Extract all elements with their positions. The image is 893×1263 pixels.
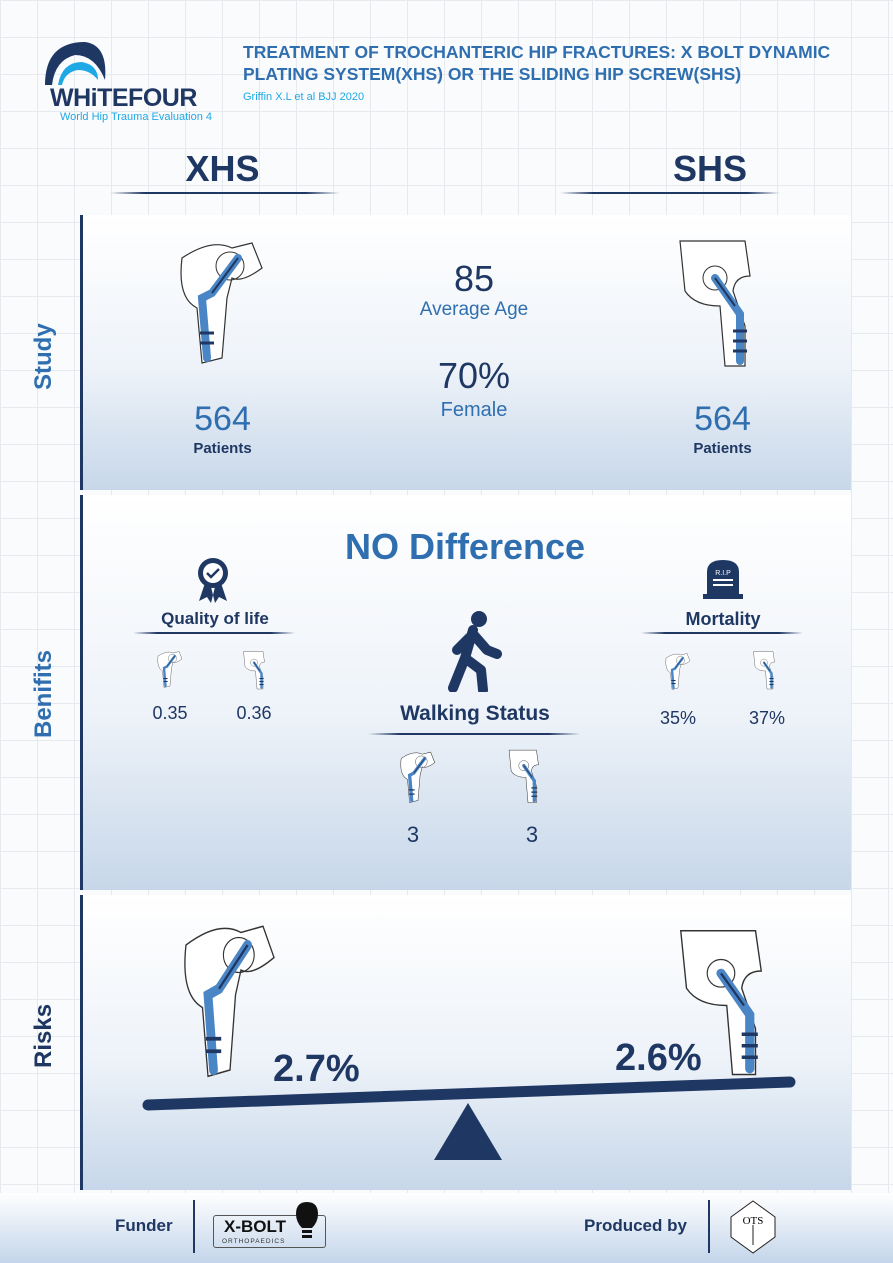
average-age-value: 85 xyxy=(453,258,495,299)
xhs-patients-label: Patients xyxy=(193,440,252,457)
column-xhs: XHS xyxy=(185,148,260,189)
risks-label: Risks xyxy=(30,1003,57,1068)
citation: Griffin X.L et al BJJ 2020 xyxy=(243,91,365,103)
average-age-label: Average Age xyxy=(419,299,529,320)
title-line-1: TREATMENT OF TROCHANTERIC HIP FRACTURES:… xyxy=(243,42,831,62)
mortality-shs-value: 37% xyxy=(748,708,786,728)
mortality-xhs-hip-icon xyxy=(664,652,692,691)
title-line-2: PLATING SYSTEM(XHS) OR THE SLIDING HIP S… xyxy=(243,64,742,84)
xbolt-logo-sub: ORTHOPAEDICS xyxy=(222,1238,286,1245)
benefits-label: Benifits xyxy=(30,649,57,738)
female-value: 70% xyxy=(437,355,511,396)
walking-xhs-value: 3 xyxy=(406,822,420,847)
funder-label: Funder xyxy=(115,1216,173,1235)
ots-logo: OTS xyxy=(730,1200,776,1254)
qol-xhs-hip-icon xyxy=(156,650,184,689)
mortality-shs-hip-icon xyxy=(752,650,776,691)
xhs-patient-count: 564 xyxy=(194,400,251,438)
whitefour-logo: WHiTEFOUR World Hip Trauma Evaluation 4 xyxy=(40,40,220,125)
xbolt-logo: X-BOLT ORTHOPAEDICS xyxy=(213,1202,326,1248)
ots-logo-text: OTS xyxy=(743,1215,764,1227)
produced-by-label: Produced by xyxy=(584,1216,687,1235)
shs-patients-label: Patients xyxy=(693,440,752,457)
logo-subtitle: World Hip Trauma Evaluation 4 xyxy=(60,111,213,123)
study-label: Study xyxy=(30,323,57,390)
quality-of-life-label: Quality of life xyxy=(161,609,269,628)
tombstone-icon: R.I.P xyxy=(703,560,743,599)
walking-status-label: Walking Status xyxy=(400,702,550,725)
logo-text: WHiTEFOUR xyxy=(50,84,197,112)
balance-scale-icon xyxy=(142,1076,796,1160)
no-difference-headline: NO Difference xyxy=(344,526,586,567)
shs-hip-image xyxy=(675,236,775,376)
walking-shs-hip-icon xyxy=(507,748,541,805)
logo-arc-icon xyxy=(45,42,106,85)
qol-xhs-value: 0.35 xyxy=(152,703,188,723)
walking-person-icon xyxy=(448,611,502,692)
walking-xhs-hip-icon xyxy=(399,750,437,805)
lightbulb-icon xyxy=(296,1202,318,1238)
xbolt-logo-text: X-BOLT xyxy=(224,1217,287,1236)
rip-text: R.I.P xyxy=(715,570,731,577)
risks-shs-value: 2.6% xyxy=(615,1037,702,1079)
female-label: Female xyxy=(440,399,508,421)
mortality-label: Mortality xyxy=(685,609,761,629)
xhs-hip-image xyxy=(172,238,272,378)
qol-shs-value: 0.36 xyxy=(236,703,272,723)
shs-patient-count: 564 xyxy=(694,400,751,438)
mortality-xhs-value: 35% xyxy=(659,708,697,728)
risks-xhs-value: 2.7% xyxy=(273,1048,360,1090)
column-shs: SHS xyxy=(672,148,748,189)
walking-shs-value: 3 xyxy=(525,822,539,847)
award-ribbon-icon xyxy=(198,558,228,603)
page-title: TREATMENT OF TROCHANTERIC HIP FRACTURES:… xyxy=(243,41,830,85)
qol-shs-hip-icon xyxy=(242,650,266,691)
